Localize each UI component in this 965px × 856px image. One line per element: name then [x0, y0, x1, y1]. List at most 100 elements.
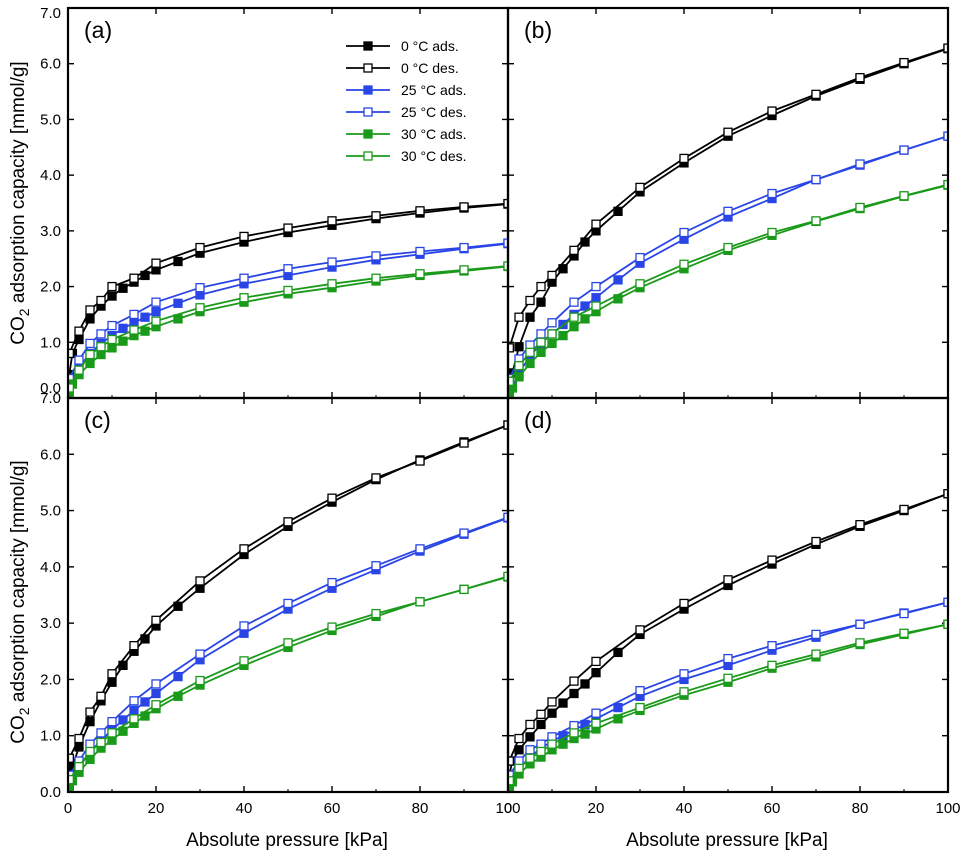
data-point [85, 338, 95, 349]
x-tick-label: 40 [236, 800, 253, 817]
data-point [107, 291, 117, 301]
data-point [68, 383, 74, 393]
data-point [327, 279, 337, 289]
data-point [943, 597, 948, 607]
legend-label: 25 °C des. [401, 104, 467, 120]
data-point [591, 293, 601, 303]
data-point [96, 349, 106, 360]
data-point [723, 575, 733, 585]
data-point [107, 320, 117, 331]
data-point [503, 261, 508, 271]
y-tick-label: 6.0 [40, 56, 61, 73]
data-point [129, 696, 139, 706]
legend-label: 30 °C ads. [401, 126, 467, 142]
chart-panel-1: 0.01.02.03.04.05.06.07.0(a)0 °C ads.0 °C… [40, 5, 510, 400]
data-point [943, 179, 948, 190]
data-point [283, 223, 293, 233]
data-point [195, 576, 205, 586]
series-line [508, 601, 948, 776]
data-point [558, 739, 568, 749]
data-point [635, 279, 645, 289]
x-axis-label-left: Absolute pressure [kPa] [186, 830, 388, 851]
data-point [525, 295, 535, 306]
data-point [118, 323, 128, 334]
data-point [74, 326, 84, 336]
data-point [635, 252, 645, 263]
data-point [96, 691, 106, 701]
data-point [811, 629, 821, 640]
data-point [525, 358, 535, 369]
x-tick-label: 80 [852, 800, 869, 817]
data-point [118, 726, 128, 736]
y-tick-label: 4.0 [40, 559, 61, 576]
data-point [129, 325, 139, 335]
chart-panel-2: (b) [506, 6, 950, 400]
series-group [68, 198, 508, 398]
data-point [580, 301, 590, 311]
data-point [514, 312, 524, 322]
data-point [613, 275, 623, 285]
data-point [580, 679, 590, 689]
data-point [129, 714, 139, 724]
legend-marker [363, 129, 373, 139]
data-point [525, 719, 535, 730]
panel-label: (a) [84, 17, 112, 43]
data-point [635, 625, 645, 635]
data-point [723, 242, 733, 253]
data-point [151, 688, 161, 699]
data-point [525, 347, 535, 357]
data-point [118, 336, 128, 346]
data-point [591, 708, 601, 718]
data-point [514, 763, 524, 774]
data-point [107, 334, 117, 345]
data-point [855, 202, 865, 213]
y-tick-label: 6.0 [40, 446, 61, 463]
legend-label: 0 °C des. [401, 60, 459, 76]
data-point [371, 251, 381, 261]
data-point [723, 127, 733, 137]
data-point [899, 57, 909, 68]
data-point [129, 641, 139, 651]
data-point [68, 348, 74, 359]
data-point [283, 264, 293, 274]
data-point [85, 358, 95, 369]
data-point [899, 504, 909, 515]
data-point [459, 265, 469, 275]
data-point [85, 746, 95, 757]
data-point [635, 702, 645, 713]
data-point [503, 512, 508, 522]
data-point [151, 679, 161, 689]
data-point [767, 106, 777, 116]
data-point [811, 649, 821, 659]
y-tick-label: 7.0 [40, 390, 61, 407]
data-point [514, 342, 524, 352]
data-point [723, 673, 733, 683]
data-point [371, 211, 381, 221]
chart-panel-3: 0 20 40 60 80 100 0.0 1.0 2.0 3.0 4.0 5.0 6.0 7.0 (c) [40, 390, 520, 817]
x-tick-label: 100 [935, 800, 960, 817]
y-tick-label: 1.0 [40, 728, 61, 745]
data-point [173, 256, 183, 267]
data-point [239, 656, 249, 666]
data-point [415, 269, 425, 279]
data-point [855, 638, 865, 648]
data-point [943, 489, 948, 499]
data-point [558, 698, 568, 708]
data-point [525, 312, 535, 322]
series-group [508, 43, 948, 398]
x-tick-label: 0 [504, 800, 512, 817]
data-point [569, 676, 579, 686]
data-point [547, 329, 557, 339]
x-tick-label: 100 [495, 800, 520, 817]
data-point [547, 708, 557, 718]
y-tick-label: 4.0 [40, 167, 61, 184]
x-tick-label: 40 [676, 800, 693, 817]
data-point [569, 245, 579, 256]
data-point [327, 216, 337, 226]
data-point [239, 273, 249, 283]
data-point [140, 312, 150, 322]
data-point [569, 322, 579, 332]
data-point [547, 338, 557, 349]
data-point [195, 649, 205, 659]
